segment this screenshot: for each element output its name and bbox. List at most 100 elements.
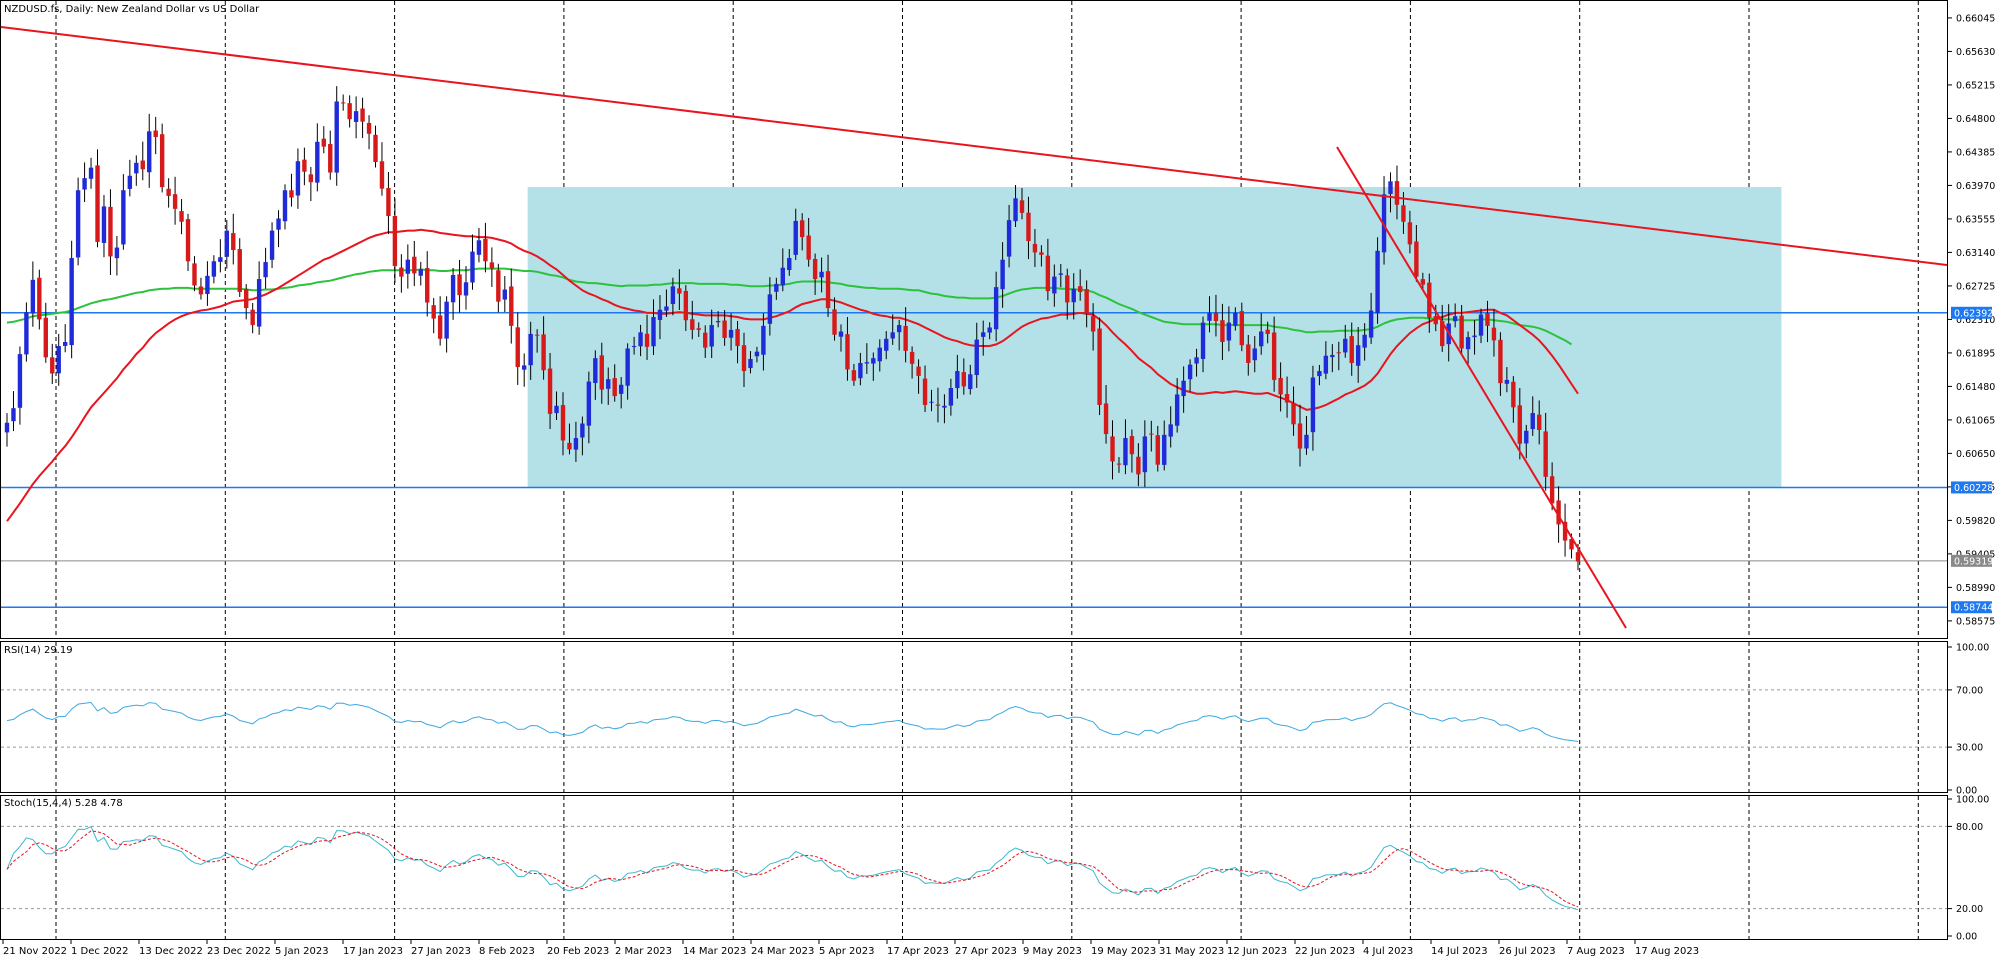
candle-body [289, 190, 294, 198]
candle-body [580, 423, 585, 438]
green-moving-average [6, 267, 1573, 346]
candle-body [489, 262, 495, 269]
candle-body [690, 319, 695, 330]
stoch-label: Stoch(15,4,4) 5.28 4.78 [4, 798, 123, 809]
candle-body [1213, 312, 1219, 322]
candle-body [793, 220, 798, 255]
candle-body [922, 378, 928, 405]
candle-body [1265, 329, 1270, 334]
candle-body [534, 334, 540, 336]
candle-body [774, 283, 779, 292]
candle-body [780, 267, 785, 286]
candle-body [754, 351, 760, 357]
candle-body [942, 405, 947, 408]
price-tick-label: 0.60650 [1956, 449, 1995, 460]
candle-body [134, 162, 139, 174]
candle-body [948, 388, 954, 406]
candle-body [651, 316, 656, 347]
candle-body [1511, 381, 1516, 408]
red-moving-average [6, 228, 1579, 522]
candle-body [825, 271, 831, 309]
candle-body [69, 258, 74, 346]
candle-body [476, 240, 482, 255]
date-tick-label: 1 Dec 2022 [71, 946, 129, 957]
candle-body [1575, 552, 1581, 562]
candle-body [386, 188, 391, 217]
candle-body [1465, 337, 1471, 350]
rsi-grid [1, 689, 1947, 748]
candle-body [147, 131, 152, 173]
price-tick-label: 0.66045 [1956, 13, 1995, 24]
level-price-badge [1951, 481, 1992, 494]
date-tick-label: 14 Mar 2023 [683, 946, 746, 957]
candle-body [373, 134, 378, 163]
price-tick-label: 0.63140 [1956, 248, 1995, 259]
candle-body [198, 286, 204, 295]
candle-body [657, 309, 663, 320]
candle-body [1472, 335, 1477, 338]
candle-body [250, 309, 255, 326]
candle-body [218, 257, 223, 262]
candle-body [1537, 414, 1542, 430]
horizontal-levels [1, 312, 1947, 608]
oscillator-tick-label: 70.00 [1956, 685, 1983, 696]
price-tick-label: 0.61895 [1956, 348, 1995, 359]
date-tick-label: 22 Jun 2023 [1295, 946, 1355, 957]
candle-body [1271, 332, 1277, 380]
candle-body [231, 233, 236, 250]
candle-body [1355, 345, 1361, 366]
candle-body [56, 346, 61, 374]
candle-body [43, 317, 48, 358]
candle-body [308, 174, 314, 183]
candle-body [903, 325, 908, 351]
candle-body [599, 355, 604, 390]
candle-body [444, 301, 449, 339]
candle-body [302, 159, 307, 172]
candle-body [88, 167, 94, 179]
date-tick-label: 19 May 2023 [1091, 946, 1156, 957]
candle-body [909, 351, 915, 364]
candle-body [1246, 344, 1251, 363]
candle-body [1052, 276, 1057, 294]
candle-body [593, 358, 598, 384]
candle-body [787, 258, 792, 271]
candle-body [470, 251, 475, 283]
candle-body [1517, 405, 1523, 444]
candle-body [832, 309, 837, 335]
candle-body [4, 422, 10, 433]
candle-body [1123, 438, 1128, 466]
candle-body [515, 327, 520, 368]
candle-body [1252, 348, 1257, 361]
candle-body [612, 378, 617, 397]
candle-body [263, 262, 268, 278]
candle-body [1343, 338, 1348, 353]
candle-body [172, 194, 178, 209]
price-tick-label: 0.63970 [1956, 181, 1995, 192]
long-term-resistance-trendline [1, 26, 1947, 266]
candle-body [677, 288, 682, 294]
price-tick-label: 0.64800 [1956, 114, 1995, 125]
candle-body [211, 261, 217, 277]
candle-body [618, 384, 624, 394]
candle-body [812, 259, 818, 280]
candle-body [1045, 255, 1051, 292]
stoch-signal-line [6, 830, 1579, 908]
candle-body [224, 230, 230, 257]
oscillator-tick-label: 30.00 [1956, 743, 1983, 754]
candle-body [929, 401, 934, 403]
oscillator-tick-label: 0.00 [1956, 932, 1977, 943]
candle-body [166, 188, 171, 196]
candle-body [1459, 315, 1464, 349]
candle-body [1407, 222, 1413, 245]
candle-body [50, 357, 55, 374]
candle-body [315, 141, 320, 183]
level-price-labels: 0.62392 0.60228 0.58744 0.59319 [1951, 306, 1993, 614]
candle-body [1440, 321, 1445, 347]
candle-body [799, 220, 805, 238]
candle-body [1116, 463, 1122, 465]
date-tick-label: 9 May 2023 [1023, 946, 1082, 957]
candle-body [522, 365, 527, 370]
current-price-label: 0.59319 [1954, 556, 1993, 567]
short-term-resistance-trendline [1336, 146, 1627, 629]
candle-body [276, 218, 281, 230]
